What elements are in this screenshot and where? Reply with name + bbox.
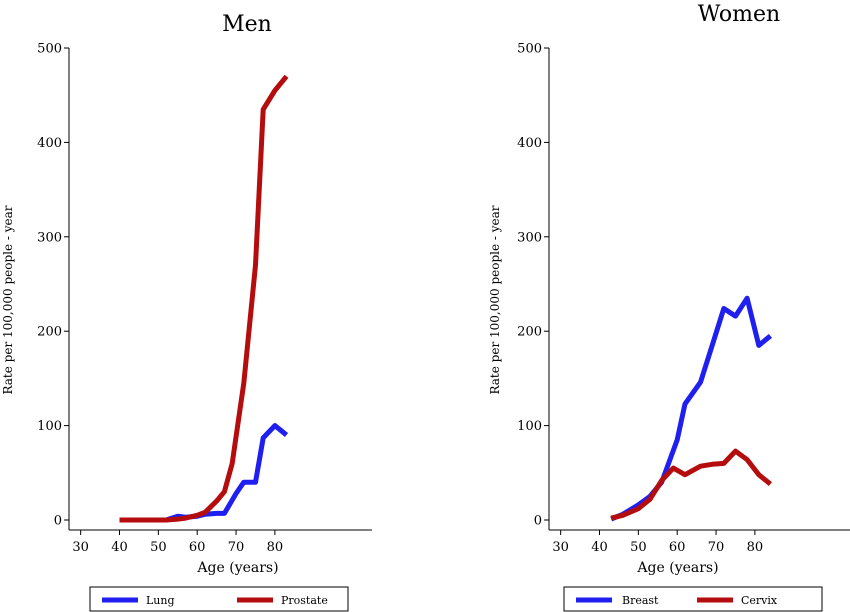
x-axis-label: Age (years): [196, 560, 278, 576]
x-tick-label: 50: [630, 540, 647, 555]
series-lines: [610, 295, 772, 522]
legend-label-prostate: Prostate: [281, 594, 328, 607]
x-tick-label: 40: [591, 540, 608, 555]
y-tick-label: 200: [37, 325, 62, 340]
axes: 0 100 200 300 400 500 30 40 50 60 70 80: [517, 42, 850, 555]
x-tick-label: 60: [189, 540, 206, 555]
x-tick-label: 30: [72, 540, 89, 555]
x-tick-label: 40: [111, 540, 128, 555]
y-tick-label: 500: [517, 42, 542, 57]
axes: 0 100 200 300 400 500 30 40 50 60 70 80: [37, 42, 372, 555]
legend-label-cervix: Cervix: [741, 594, 778, 607]
panel-women: Women Rate per 100,000 people - year Age…: [488, 2, 850, 612]
legend-box: [563, 586, 823, 612]
y-tick-label: 300: [517, 230, 542, 245]
legend-label-lung: Lung: [146, 594, 175, 607]
series-lines: [119, 74, 289, 523]
y-axis-label: Rate per 100,000 people - year: [1, 205, 15, 394]
x-tick-label: 50: [150, 540, 167, 555]
x-tick-label: 60: [669, 540, 686, 555]
series-line-prostate: [119, 74, 289, 523]
y-axis-label: Rate per 100,000 people - year: [488, 205, 502, 394]
y-tick-label: 200: [517, 325, 542, 340]
x-axis-label: Age (years): [636, 560, 718, 576]
y-tick-label: 0: [54, 514, 62, 529]
x-tick-label: 80: [267, 540, 284, 555]
y-tick-label: 400: [517, 136, 542, 151]
y-tick-label: 100: [517, 419, 542, 434]
y-tick-label: 400: [37, 136, 62, 151]
series-line-breast: [610, 295, 772, 522]
legend: Lung Prostate: [89, 586, 349, 612]
chart-title: Men: [222, 12, 272, 37]
x-tick-label: 80: [747, 540, 764, 555]
legend: Breast Cervix: [563, 586, 823, 612]
chart-title: Women: [698, 2, 780, 27]
x-tick-label: 30: [552, 540, 569, 555]
x-tick-label: 70: [708, 540, 725, 555]
y-tick-label: 500: [37, 42, 62, 57]
panel-men: Men Rate per 100,000 people - year Age (…: [1, 12, 372, 612]
x-tick-label: 70: [228, 540, 245, 555]
legend-label-breast: Breast: [622, 594, 659, 607]
y-tick-label: 100: [37, 419, 62, 434]
y-tick-label: 0: [534, 514, 542, 529]
series-line-cervix: [610, 448, 772, 521]
y-tick-label: 300: [37, 230, 62, 245]
series-line-lung: [119, 423, 289, 523]
